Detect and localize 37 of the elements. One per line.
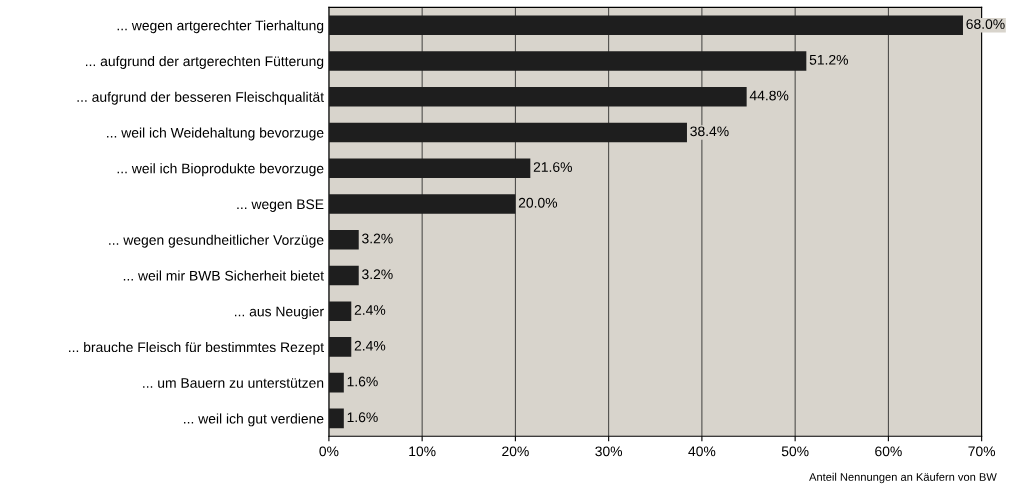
y-tick-label: ... aufgrund der besseren Fleischqualität	[77, 91, 324, 105]
x-tick-label: 40%	[688, 446, 716, 457]
y-tick-label: ... brauche Fleisch für bestimmtes Rezept	[69, 341, 324, 355]
x-tick-label: 50%	[781, 446, 809, 457]
y-tick-label: ... um Bauern zu unterstützen	[143, 378, 324, 388]
x-tick-label: 60%	[875, 446, 902, 457]
x-tick-label: 10%	[409, 446, 436, 457]
data-label: 51.2%	[809, 54, 848, 65]
data-label: 3.2%	[362, 233, 393, 244]
bar	[328, 229, 359, 250]
data-label: 68.0%	[966, 19, 1005, 29]
x-tick-label: 0%	[319, 446, 339, 457]
y-tick-label: ... aus Neugier	[234, 306, 324, 320]
data-label: 1.6%	[347, 412, 378, 423]
data-label: 1.6%	[347, 376, 378, 387]
data-label: 44.8%	[749, 90, 789, 101]
y-tick-label: ... wegen BSE	[237, 199, 324, 212]
y-tick-label: ... aufgrund der artgerechten Fütterung	[85, 55, 324, 69]
bar	[328, 265, 359, 286]
y-tick-label: ... weil ich Bioprodukte bevorzuge	[117, 163, 324, 177]
data-label: 2.4%	[354, 305, 386, 315]
text: Anteil Nennungen an Käufern von BW	[809, 472, 997, 484]
bar	[328, 408, 344, 429]
y-tick-label: ... wegen gesundheitlicher Vorzüge	[109, 234, 324, 248]
y-tick-label: ... weil mir BWB Sicherheit bietet	[123, 270, 324, 281]
data-label: 21.6%	[533, 162, 572, 172]
data-label: 3.2%	[362, 269, 393, 280]
data-label: 38.4%	[690, 126, 729, 137]
x-tick-label: 70%	[968, 446, 996, 457]
data-label: 2.4%	[354, 340, 386, 351]
y-tick-label: ... wegen artgerechter Tierhaltung	[117, 20, 324, 34]
y-tick-label: ... weil ich Weidehaltung bevorzuge	[107, 127, 324, 141]
y-tick-label: ... weil ich gut verdiene	[184, 413, 324, 427]
bar	[328, 372, 344, 393]
data-label: 20.0%	[518, 197, 558, 208]
x-tick-label: 30%	[595, 446, 623, 457]
x-tick-label: 20%	[502, 446, 529, 457]
